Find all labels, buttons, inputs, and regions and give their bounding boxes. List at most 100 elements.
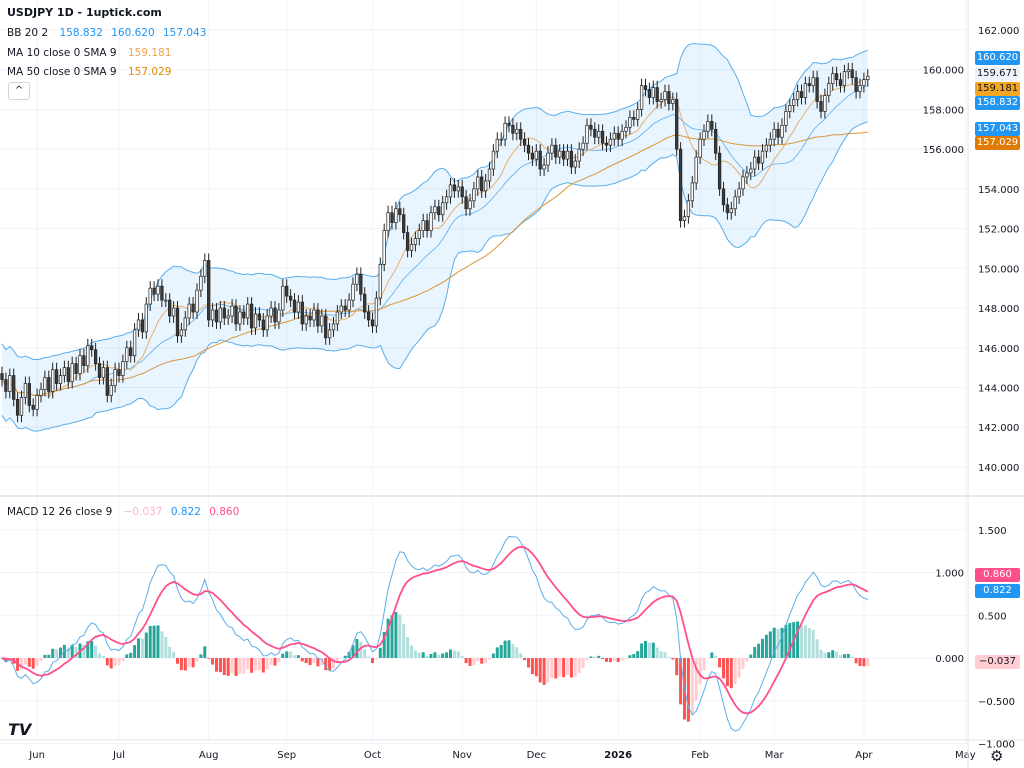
macd-histogram-bar xyxy=(355,639,359,658)
candle-body xyxy=(827,83,831,96)
candle-body xyxy=(612,132,616,140)
candle-body xyxy=(62,367,67,376)
macd-histogram-bar xyxy=(332,658,335,669)
collapse-legend-button[interactable]: ^ xyxy=(8,82,30,100)
macd-histogram-bar xyxy=(741,658,745,669)
macd-histogram-bar xyxy=(534,658,538,677)
candle-body xyxy=(121,361,125,376)
candle-body xyxy=(97,363,102,378)
candle-body xyxy=(394,208,398,223)
candle-body xyxy=(140,319,145,333)
legend-bb[interactable]: BB 20 2 158.832 160.620 157.043 xyxy=(7,27,211,39)
macd-axis-label: −0.500 xyxy=(978,697,1015,708)
macd-histogram-bar xyxy=(152,625,156,658)
candle-body xyxy=(35,395,39,410)
candle-body xyxy=(343,305,347,311)
macd-histogram-bar xyxy=(722,658,725,679)
macd-histogram-bar xyxy=(441,653,445,658)
macd-histogram-bar xyxy=(706,658,710,659)
legend-ma50-label: MA 50 close 0 SMA 9 xyxy=(7,66,117,78)
time-axis-label: Feb xyxy=(691,750,709,761)
candle-body xyxy=(858,85,862,92)
candle-body xyxy=(70,363,74,382)
candle-body xyxy=(105,367,109,396)
macd-histogram-bar xyxy=(640,643,644,658)
candle-body xyxy=(577,148,581,162)
macd-histogram-bar xyxy=(433,652,437,658)
macd-axis-label: −1.000 xyxy=(978,740,1015,751)
candle-body xyxy=(780,124,784,138)
legend-ma10[interactable]: MA 10 close 0 SMA 9 159.181 xyxy=(7,47,176,59)
candle-body xyxy=(218,307,223,323)
macd-histogram-bar xyxy=(644,640,647,658)
legend-macd-signal: 0.860 xyxy=(209,506,240,518)
macd-histogram-bar xyxy=(183,658,187,671)
macd-histogram-bar xyxy=(410,645,413,658)
candle-body xyxy=(468,200,472,210)
candle-body xyxy=(671,99,675,104)
time-axis-label: 2026 xyxy=(604,750,632,761)
candle-body xyxy=(285,285,289,297)
candle-body xyxy=(222,307,226,319)
price-axis-label: 160.000 xyxy=(923,66,964,77)
legend-ma50[interactable]: MA 50 close 0 SMA 9 157.029 xyxy=(7,66,176,78)
candle-body xyxy=(784,111,788,126)
candle-body xyxy=(686,200,691,218)
macd-histogram-bar xyxy=(261,658,265,673)
candle-body xyxy=(819,101,823,112)
macd-histogram-bar xyxy=(671,658,675,660)
candle-body xyxy=(815,77,819,102)
candle-body xyxy=(148,287,152,305)
macd-histogram-bar xyxy=(476,658,480,662)
macd-histogram-bar xyxy=(827,652,831,658)
candle-body xyxy=(27,383,31,406)
candle-body xyxy=(655,87,659,102)
candle-body xyxy=(511,124,515,134)
macd-histogram-bar xyxy=(831,650,835,658)
candle-body xyxy=(581,142,585,150)
tradingview-logo[interactable]: 𝙏𝙑 xyxy=(8,720,32,739)
legend-bb-lower: 157.043 xyxy=(163,27,207,39)
macd-histogram-bar xyxy=(515,647,519,658)
macd-histogram-bar xyxy=(35,658,39,666)
candle-body xyxy=(316,309,320,327)
legend-bb-basis: 158.832 xyxy=(59,27,103,39)
chevron-up-icon: ^ xyxy=(14,85,24,96)
candle-body xyxy=(195,289,199,313)
macd-histogram-bar xyxy=(608,658,612,663)
gear-icon[interactable]: ⚙ xyxy=(990,747,1004,765)
macd-histogram-bar xyxy=(300,658,304,662)
macd-histogram-bar xyxy=(160,631,164,658)
price-axis-label: 150.000 xyxy=(978,264,1019,275)
candle-body xyxy=(210,309,215,321)
candle-body xyxy=(503,122,507,140)
candle-body xyxy=(772,128,776,140)
candle-body xyxy=(136,319,141,331)
candle-body xyxy=(550,144,554,154)
time-axis-label: Nov xyxy=(452,750,472,761)
price-axis-label: 142.000 xyxy=(978,423,1019,434)
candle-body xyxy=(573,160,577,168)
macd-histogram-bar xyxy=(784,624,788,658)
candle-body xyxy=(593,128,597,138)
macd-histogram-bar xyxy=(503,640,507,658)
macd-histogram-bar xyxy=(679,658,683,705)
candle-body xyxy=(608,138,613,146)
legend-macd[interactable]: MACD 12 26 close 9 −0.037 0.822 0.860 xyxy=(7,506,244,518)
candle-body xyxy=(191,303,195,313)
candle-body xyxy=(132,329,137,357)
candle-body xyxy=(675,99,679,150)
macd-histogram-bar xyxy=(566,658,569,675)
candle-body xyxy=(409,244,414,251)
candle-body xyxy=(714,128,718,154)
legend-ma10-value: 159.181 xyxy=(127,47,172,59)
macd-histogram-bar xyxy=(480,658,484,664)
time-axis-label: Mar xyxy=(765,750,785,761)
candle-body xyxy=(269,307,273,317)
macd-histogram-bar xyxy=(47,654,51,658)
macd-histogram-bar xyxy=(499,644,503,658)
macd-histogram-bar xyxy=(601,658,605,660)
macd-histogram-bar xyxy=(605,658,608,662)
macd-histogram-bar xyxy=(710,652,714,658)
